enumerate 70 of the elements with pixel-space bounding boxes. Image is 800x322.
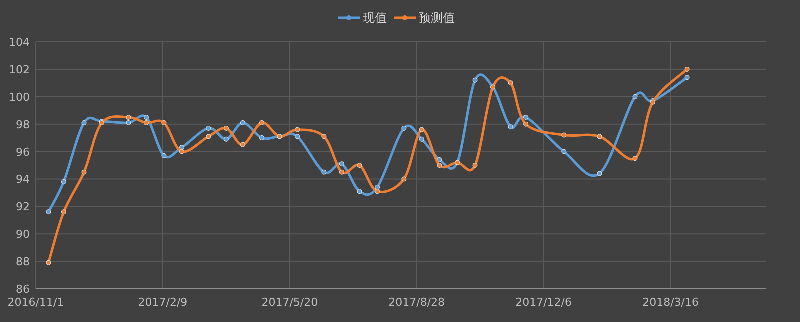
point: [339, 162, 344, 167]
point: [180, 145, 184, 150]
y-tick-label: 86: [16, 283, 30, 296]
point: [61, 210, 66, 215]
x-tick-label: 2017/5/20: [262, 296, 318, 309]
y-tick-label: 96: [16, 146, 30, 159]
point: [240, 120, 246, 126]
y-tick-label: 102: [9, 63, 30, 76]
point: [259, 120, 264, 126]
point: [224, 126, 229, 131]
point: [524, 114, 529, 120]
point: [61, 179, 66, 184]
point: [684, 75, 690, 80]
point: [322, 170, 327, 175]
point: [82, 120, 87, 126]
point: [375, 184, 380, 190]
point: [632, 156, 638, 162]
point: [126, 114, 132, 120]
x-tick-label: 2017/8/28: [388, 296, 446, 309]
y-tick-label: 104: [9, 36, 30, 49]
point: [144, 114, 149, 120]
point: [339, 170, 344, 175]
point: [357, 189, 362, 194]
point: [224, 136, 229, 142]
point: [295, 134, 300, 140]
point: [632, 94, 638, 100]
y-tick-label: 100: [9, 90, 30, 104]
legend-label: 现值: [363, 11, 387, 25]
legend-label: 预测值: [419, 11, 455, 25]
point: [508, 80, 514, 86]
point: [162, 120, 167, 126]
point: [419, 127, 424, 132]
point: [419, 136, 424, 142]
point: [437, 163, 442, 168]
point: [46, 210, 52, 215]
point: [402, 176, 407, 182]
point: [206, 126, 212, 131]
point: [240, 142, 246, 148]
y-tick-label: 90: [16, 228, 30, 242]
point: [180, 149, 184, 154]
point: [206, 134, 212, 140]
y-tick-label: 94: [16, 173, 30, 186]
x-tick-label: 2018/3/16: [642, 296, 699, 309]
point: [437, 158, 442, 163]
x-tick-label: 2016/11/1: [8, 296, 64, 309]
point: [508, 124, 514, 130]
point: [472, 163, 478, 168]
point: [126, 120, 132, 126]
point: [162, 153, 167, 158]
point: [46, 260, 52, 266]
point: [597, 171, 602, 176]
point: [357, 163, 362, 168]
point: [472, 78, 478, 83]
y-tick-label: 98: [16, 118, 30, 132]
x-tick-label: 2017/2/9: [138, 296, 188, 309]
point: [562, 149, 567, 154]
point: [144, 120, 149, 126]
point: [524, 122, 529, 127]
point: [295, 127, 300, 132]
point: [684, 66, 690, 72]
point: [402, 126, 407, 131]
x-tick-label: 2017/12/6: [516, 296, 572, 309]
point: [82, 170, 87, 175]
point: [259, 136, 264, 141]
y-tick-label: 92: [16, 200, 30, 214]
point: [597, 134, 602, 140]
y-tick-label: 88: [16, 256, 30, 269]
point: [322, 134, 327, 140]
point: [562, 132, 567, 138]
point: [375, 189, 380, 194]
